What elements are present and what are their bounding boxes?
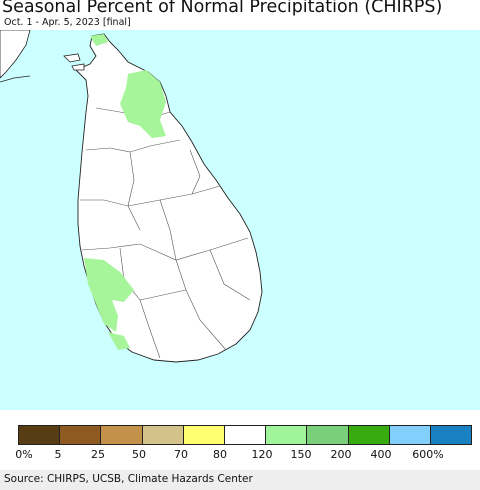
legend-swatch — [142, 426, 184, 444]
legend-swatch — [348, 426, 390, 444]
legend-tick-label: 80 — [213, 448, 227, 461]
legend-tick-label: 0% — [15, 448, 33, 461]
legend-tick-label: 200 — [330, 448, 352, 461]
island-north — [63, 53, 81, 63]
map-subtitle: Oct. 1 - Apr. 5, 2023 [final] — [4, 17, 131, 28]
legend-tick-label: 5 — [54, 448, 62, 461]
legend-swatch — [389, 426, 431, 444]
legend-tick-label: 70 — [174, 448, 188, 461]
india-coast — [0, 30, 31, 79]
legend-swatch — [60, 426, 102, 444]
precipitation-map — [0, 30, 480, 410]
legend-swatch — [19, 426, 61, 444]
india-coast-line — [0, 75, 31, 83]
legend-swatch — [307, 426, 349, 444]
source-text: Source: CHIRPS, UCSB, Climate Hazards Ce… — [4, 473, 253, 485]
legend-swatch — [183, 426, 225, 444]
source-bar: Source: CHIRPS, UCSB, Climate Hazards Ce… — [0, 470, 480, 490]
legend-tick-label: 400 — [370, 448, 392, 461]
legend-swatch — [224, 426, 267, 444]
legend-tick-label: 50 — [132, 448, 146, 461]
legend-tick-label: 150 — [290, 448, 312, 461]
legend-colorbar — [18, 425, 473, 445]
legend-swatch — [430, 426, 472, 444]
map-title: Seasonal Percent of Normal Precipitation… — [2, 0, 443, 17]
legend-tick-label: 600% — [412, 448, 444, 461]
legend-swatch — [266, 426, 308, 444]
legend-tick-label: 25 — [91, 448, 105, 461]
legend-swatch — [101, 426, 143, 444]
above-normal-areas — [84, 34, 166, 350]
island-north-2 — [71, 63, 85, 71]
legend-tick-label: 120 — [251, 448, 273, 461]
